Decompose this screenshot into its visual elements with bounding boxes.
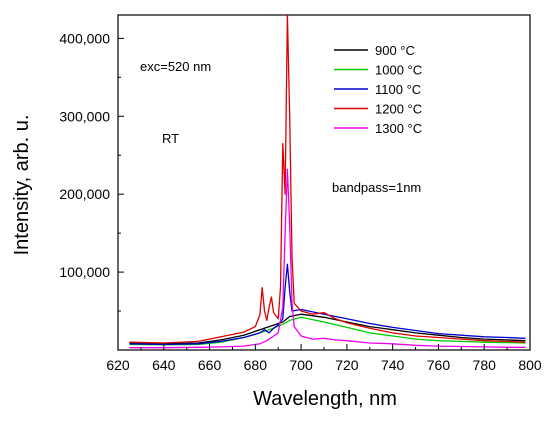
x-tick-label: 740 [381,357,405,373]
x-tick-label: 720 [335,357,359,373]
annotation-excitation: exc=520 nm [140,59,211,74]
series-line-0 [129,313,526,345]
x-tick-label: 640 [152,357,176,373]
x-tick-label: 780 [473,357,497,373]
y-tick-label: 100,000 [59,264,110,280]
y-axis-title: Intensity, arb. u. [11,115,33,256]
series-line-1 [129,316,526,346]
x-tick-label: 660 [198,357,222,373]
series-line-4 [129,168,526,349]
annotation-rt: RT [162,131,179,146]
annotation-bandpass: bandpass=1nm [332,180,421,195]
series-line-2 [129,263,526,346]
y-axis: 100,000 200,000 300,000 400,000 [59,30,124,312]
series-line-3 [129,15,526,344]
legend-label-4: 1300 °C [375,121,422,136]
legend: 900 °C 1000 °C 1100 °C 1200 °C 1300 °C [334,43,422,136]
x-tick-label: 700 [289,357,313,373]
x-axis-title: Wavelength, nm [253,388,397,410]
legend-label-1: 1000 °C [375,63,422,78]
y-tick-label: 400,000 [59,30,110,46]
x-tick-label: 800 [518,357,542,373]
x-tick-label: 680 [244,357,268,373]
x-tick-label: 760 [427,357,451,373]
x-axis: 620 640 660 680 700 720 740 760 780 800 [106,344,542,373]
legend-label-2: 1100 °C [375,82,421,97]
legend-label-0: 900 °C [375,43,415,58]
y-tick-label: 300,000 [59,108,110,124]
x-tick-label: 620 [106,357,130,373]
series-layer [129,15,526,349]
y-tick-label: 200,000 [59,186,110,202]
legend-label-3: 1200 °C [375,102,422,117]
